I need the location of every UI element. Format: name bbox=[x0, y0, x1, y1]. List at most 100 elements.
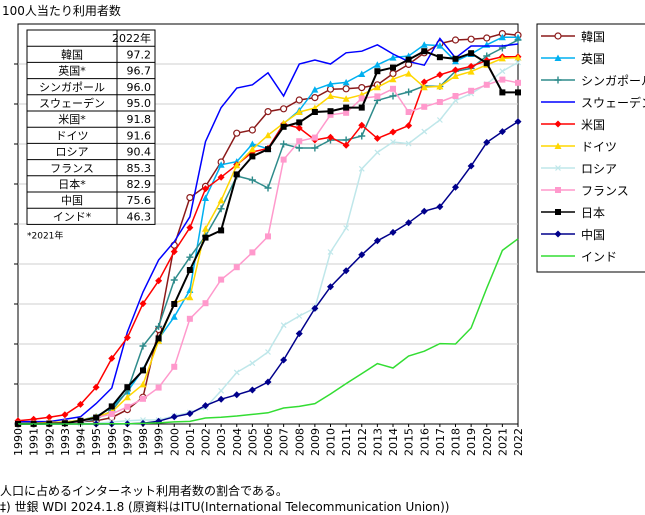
series-line bbox=[18, 37, 519, 423]
data-point bbox=[202, 185, 209, 193]
data-point bbox=[327, 283, 334, 291]
x-tick-label: 1995 bbox=[90, 428, 103, 456]
data-point bbox=[280, 356, 288, 364]
table-cell-country: 中国 bbox=[61, 194, 83, 207]
table-cell-country: ロシア bbox=[56, 146, 89, 159]
data-point bbox=[358, 83, 366, 92]
data-point bbox=[327, 133, 334, 141]
data-point bbox=[248, 386, 256, 394]
data-point bbox=[389, 54, 397, 61]
x-tick-label: 2021 bbox=[496, 428, 509, 456]
data-point bbox=[374, 93, 381, 100]
table-cell-value: 91.6 bbox=[127, 129, 152, 142]
table-cell-country: ドイツ bbox=[56, 129, 89, 142]
table-cell-value: 97.2 bbox=[127, 48, 152, 61]
data-point bbox=[342, 85, 350, 93]
data-point bbox=[515, 79, 521, 86]
x-tick-label: 2007 bbox=[278, 428, 291, 456]
data-point bbox=[248, 145, 256, 153]
data-point bbox=[483, 81, 490, 88]
table-cell-country: 英国* bbox=[58, 64, 86, 78]
data-point bbox=[248, 140, 256, 147]
data-point bbox=[405, 219, 413, 227]
x-tick-label: 2006 bbox=[262, 428, 275, 456]
data-point bbox=[405, 109, 412, 115]
data-point bbox=[202, 300, 209, 307]
data-point bbox=[514, 36, 522, 44]
data-point bbox=[358, 104, 365, 111]
series-スウェーデン bbox=[18, 37, 519, 423]
data-point bbox=[389, 92, 397, 100]
data-point bbox=[327, 108, 334, 115]
data-point bbox=[108, 403, 115, 410]
data-point bbox=[451, 36, 460, 44]
data-point bbox=[555, 187, 561, 193]
data-point bbox=[295, 108, 303, 115]
x-tick-label: 2020 bbox=[481, 428, 494, 456]
data-point bbox=[108, 354, 116, 362]
data-point bbox=[390, 64, 396, 71]
data-point bbox=[264, 131, 272, 139]
data-point bbox=[123, 334, 131, 342]
table-cell-value: 46.3 bbox=[127, 210, 152, 223]
data-point bbox=[498, 54, 506, 62]
data-point bbox=[554, 54, 562, 61]
data-point bbox=[390, 85, 396, 92]
x-tick-label: 2022 bbox=[512, 428, 525, 456]
data-point bbox=[483, 138, 491, 146]
data-point bbox=[468, 87, 475, 94]
data-point bbox=[217, 161, 225, 168]
table-cell-value: 90.4 bbox=[127, 146, 152, 159]
data-point bbox=[554, 32, 562, 40]
data-point bbox=[499, 76, 506, 83]
data-point bbox=[186, 410, 194, 418]
data-point bbox=[124, 403, 131, 410]
data-point bbox=[467, 162, 475, 170]
x-tick-label: 2004 bbox=[231, 428, 244, 456]
data-point bbox=[436, 203, 444, 211]
legend-label: 日本 bbox=[581, 206, 605, 220]
x-tick-label: 2011 bbox=[340, 428, 353, 456]
legend-entry: ロシア bbox=[541, 162, 617, 176]
data-point bbox=[265, 146, 271, 153]
data-point bbox=[358, 251, 366, 259]
data-point bbox=[405, 70, 413, 77]
data-point bbox=[186, 293, 194, 301]
x-tick-label: 2016 bbox=[418, 428, 431, 456]
data-point bbox=[374, 149, 381, 156]
x-tick-label: 2000 bbox=[168, 428, 181, 456]
legend-entry: 日本 bbox=[541, 206, 605, 220]
data-point bbox=[436, 71, 444, 79]
table-cell-value: 75.6 bbox=[127, 194, 152, 207]
data-point bbox=[139, 380, 147, 388]
data-point bbox=[555, 209, 561, 215]
data-point bbox=[452, 72, 459, 79]
data-point bbox=[405, 56, 412, 63]
data-point bbox=[389, 128, 397, 136]
data-point bbox=[554, 142, 562, 149]
data-point bbox=[295, 330, 303, 338]
legend-label: 米国 bbox=[581, 118, 605, 132]
data-point bbox=[390, 139, 396, 145]
x-tick-label: 1992 bbox=[43, 428, 56, 456]
table-cell-value: 95.0 bbox=[127, 97, 152, 110]
data-point bbox=[265, 233, 271, 240]
data-point bbox=[499, 68, 506, 75]
data-point bbox=[405, 122, 413, 130]
legend-label: インド bbox=[581, 250, 617, 264]
legend-entry: 韓国 bbox=[541, 30, 605, 44]
data-point bbox=[170, 413, 178, 421]
data-point bbox=[264, 378, 272, 386]
data-point bbox=[373, 134, 381, 142]
x-tick-label: 2015 bbox=[403, 428, 416, 456]
data-point bbox=[555, 165, 561, 171]
data-point bbox=[421, 128, 428, 135]
data-point bbox=[233, 264, 240, 271]
data-point bbox=[514, 54, 522, 61]
table-cell-country: 米国* bbox=[58, 113, 86, 126]
data-point bbox=[186, 315, 193, 322]
data-point bbox=[248, 176, 256, 184]
data-point bbox=[233, 171, 240, 178]
x-tick-label: 2012 bbox=[356, 428, 369, 456]
